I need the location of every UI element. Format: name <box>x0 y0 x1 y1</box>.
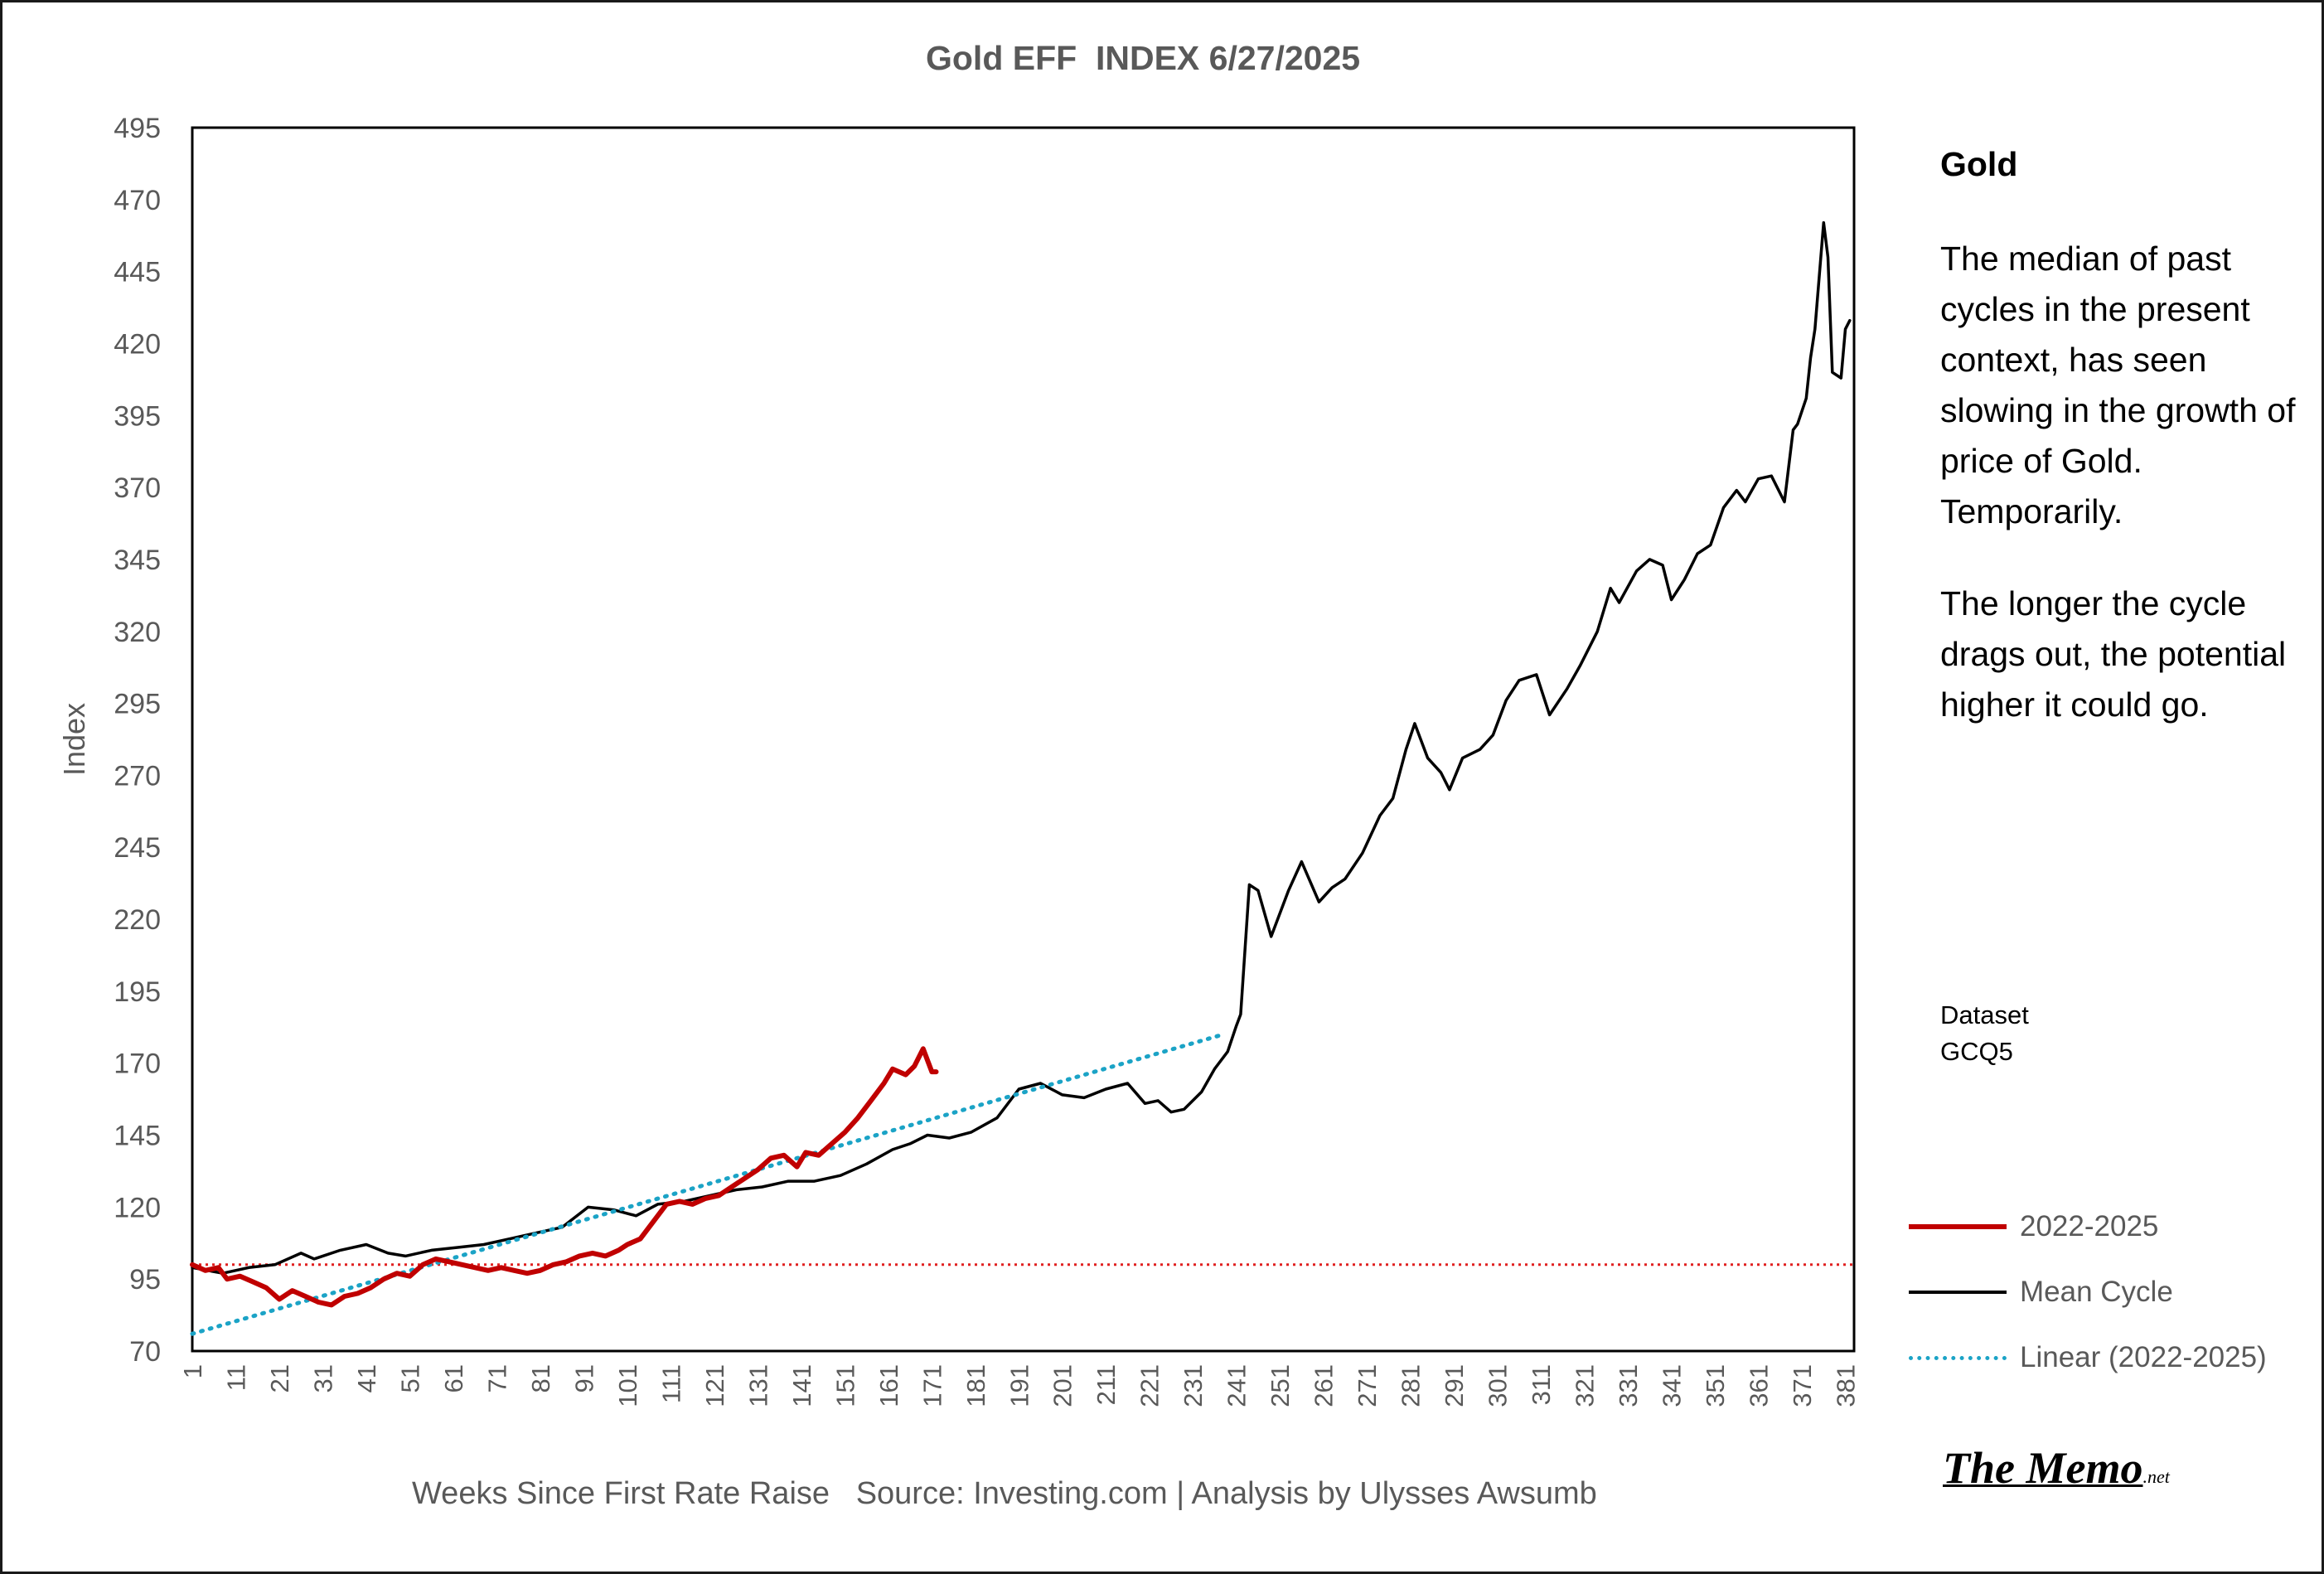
y-tick-label: 295 <box>114 689 161 720</box>
x-tick-label: 321 <box>1571 1364 1600 1407</box>
x-tick-label: 141 <box>787 1364 816 1407</box>
x-tick-label: 251 <box>1266 1364 1295 1407</box>
x-tick-label: 381 <box>1832 1364 1861 1407</box>
x-tick-label: 151 <box>830 1364 859 1407</box>
x-tick-label: 361 <box>1745 1364 1774 1407</box>
x-tick-label: 161 <box>874 1364 903 1407</box>
y-tick-label: 245 <box>114 832 161 864</box>
x-tick-label: 221 <box>1135 1364 1164 1407</box>
legend-label: 2022-2025 <box>2020 1210 2159 1242</box>
y-tick-label: 395 <box>114 400 161 432</box>
x-tick-label: 261 <box>1310 1364 1339 1407</box>
x-tick-label: 181 <box>961 1364 990 1407</box>
x-tick-label: 131 <box>743 1364 772 1407</box>
series-line-linear-trend <box>190 1032 1226 1336</box>
x-tick-label: 341 <box>1658 1364 1687 1407</box>
y-tick-label: 320 <box>114 617 161 648</box>
x-tick-label: 21 <box>265 1364 294 1392</box>
x-tick-label: 11 <box>221 1364 250 1391</box>
brand-logo: The Memo.net <box>1943 1442 2170 1494</box>
legend-label: Mean Cycle <box>2020 1276 2173 1308</box>
y-tick-label: 270 <box>114 760 161 792</box>
y-tick-label: 220 <box>114 904 161 936</box>
y-tick-label: 145 <box>114 1121 161 1152</box>
x-axis-caption: Weeks Since First Rate Raise Source: Inv… <box>412 1476 1597 1511</box>
y-tick-label: 420 <box>114 328 161 360</box>
x-tick-label: 101 <box>613 1364 642 1407</box>
side-note-heading: Gold <box>1940 145 2018 183</box>
x-tick-label: 91 <box>569 1364 598 1392</box>
x-tick-label: 201 <box>1048 1364 1077 1407</box>
y-tick-label: 445 <box>114 257 161 288</box>
y-tick-label: 345 <box>114 545 161 576</box>
x-tick-label: 351 <box>1701 1364 1730 1407</box>
y-axis-label: Index <box>57 703 91 776</box>
x-tick-label: 281 <box>1397 1364 1426 1407</box>
y-tick-label: 495 <box>114 113 161 144</box>
dataset-label: Dataset <box>1940 1000 2029 1029</box>
x-tick-label: 301 <box>1484 1364 1513 1407</box>
brand-suffix: .net <box>2142 1466 2170 1487</box>
y-tick-label: 95 <box>129 1264 161 1296</box>
legend-swatch <box>1909 1291 2007 1294</box>
chart-title: Gold EFF INDEX 6/27/2025 <box>926 39 1361 77</box>
legend-item-mean-cycle: Mean Cycle <box>1909 1276 2173 1309</box>
x-tick-label: 1 <box>178 1364 207 1378</box>
y-tick-label: 470 <box>114 185 161 216</box>
x-tick-label: 191 <box>1005 1364 1034 1407</box>
legend-swatch <box>1909 1355 2007 1360</box>
x-tick-label: 41 <box>352 1364 381 1392</box>
legend-label: Linear (2022-2025) <box>2020 1341 2267 1373</box>
x-tick-label: 291 <box>1440 1364 1469 1407</box>
y-tick-label: 195 <box>114 976 161 1008</box>
legend-swatch <box>1909 1224 2007 1229</box>
x-tick-label: 331 <box>1614 1364 1643 1407</box>
dataset-note: Dataset GCQ5 <box>1940 997 2029 1070</box>
x-tick-label: 371 <box>1788 1364 1817 1407</box>
legend-item-linear-trend: Linear (2022-2025) <box>1909 1341 2267 1374</box>
x-tick-label: 121 <box>700 1364 729 1407</box>
dataset-code: GCQ5 <box>1940 1037 2013 1066</box>
x-tick-label: 271 <box>1353 1364 1382 1407</box>
y-tick-label: 170 <box>114 1049 161 1080</box>
x-tick-label: 71 <box>482 1364 511 1392</box>
x-tick-label: 211 <box>1092 1364 1121 1405</box>
y-tick-label: 120 <box>114 1192 161 1223</box>
side-note-paragraph-2: The longer the cycle drags out, the pote… <box>1940 584 2287 724</box>
plot-area-border <box>191 126 1856 1353</box>
x-tick-label: 61 <box>439 1364 468 1392</box>
x-tick-label: 241 <box>1223 1364 1252 1407</box>
y-tick-label: 70 <box>129 1336 161 1368</box>
series-line-2022-2025 <box>190 1046 939 1308</box>
side-note-paragraph-1: The median of past cycles in the present… <box>1940 240 2296 530</box>
x-tick-label: 31 <box>308 1364 337 1392</box>
y-tick-label: 370 <box>114 472 161 504</box>
x-tick-label: 81 <box>526 1364 555 1392</box>
brand-name: The Memo <box>1943 1443 2143 1493</box>
x-tick-label: 171 <box>917 1364 947 1407</box>
x-tick-label: 231 <box>1179 1364 1208 1407</box>
side-note: Gold The median of past cycles in the pr… <box>1940 145 2305 772</box>
x-tick-label: 51 <box>395 1364 424 1392</box>
series-line-mean-cycle <box>191 220 1852 1275</box>
legend-item-2022-2025: 2022-2025 <box>1909 1210 2158 1243</box>
x-tick-label: 311 <box>1527 1364 1556 1405</box>
x-tick-label: 111 <box>656 1364 685 1403</box>
